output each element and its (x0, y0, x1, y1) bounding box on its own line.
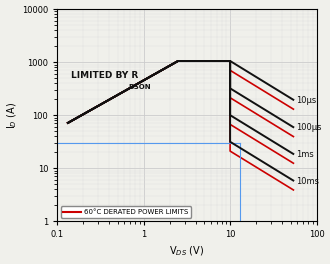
Text: DSON: DSON (129, 84, 151, 90)
Text: 100μs: 100μs (296, 123, 321, 132)
Text: 10ms: 10ms (296, 177, 319, 186)
Text: LIMITED BY R: LIMITED BY R (71, 71, 138, 80)
X-axis label: V$_{DS}$ (V): V$_{DS}$ (V) (169, 245, 205, 258)
Text: 10μs: 10μs (296, 96, 316, 105)
Text: 1ms: 1ms (296, 150, 314, 159)
Y-axis label: I$_D$ (A): I$_D$ (A) (6, 102, 19, 129)
Legend: 60°C DERATED POWER LIMITS: 60°C DERATED POWER LIMITS (61, 206, 191, 218)
